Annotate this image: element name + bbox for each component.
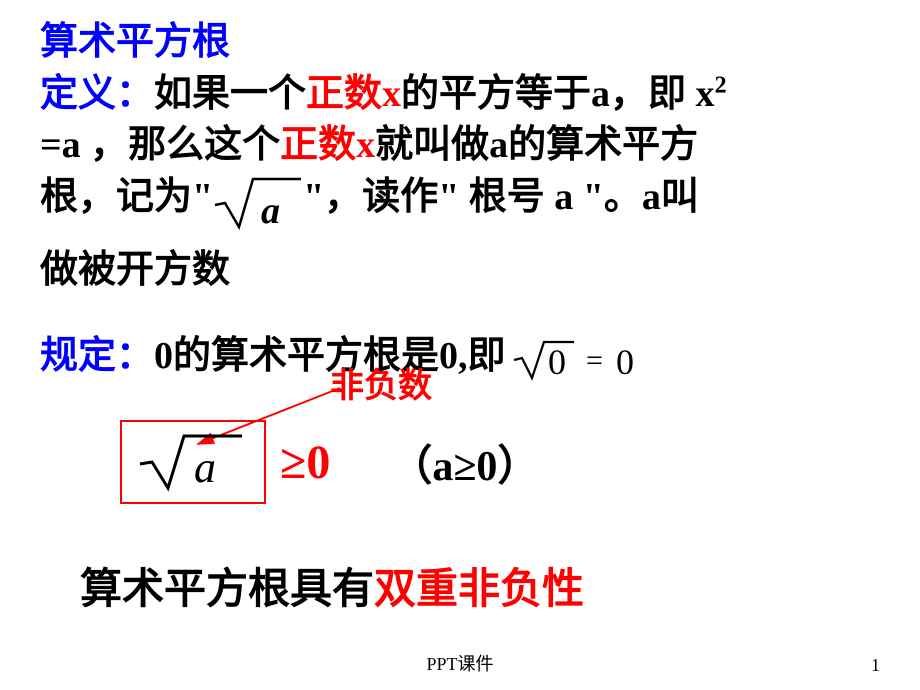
definition-paragraph: 定义：如果一个正数x的平方等于a，即 x2 =a ，那么这个正数x就叫做a的算术… bbox=[40, 69, 880, 296]
cond-open: （ bbox=[390, 444, 432, 490]
def-posx1: 正数x bbox=[306, 73, 401, 115]
rule-label: 规定： bbox=[40, 335, 154, 377]
def-seg3: =a ，那么这个 bbox=[40, 124, 280, 166]
page-number: 1 bbox=[871, 655, 880, 676]
def-seg6: "，读作" 根号 a "。a叫 bbox=[303, 176, 699, 218]
def-seg1: 如果一个 bbox=[154, 73, 306, 115]
svg-text:a: a bbox=[261, 190, 280, 231]
conclusion-emph: 双重非负性 bbox=[374, 567, 584, 613]
sqrt-a-boxed: a bbox=[120, 420, 266, 504]
svg-text:=: = bbox=[586, 344, 603, 377]
svg-text:a: a bbox=[194, 443, 216, 492]
conclusion-seg1: 算术平方根具有 bbox=[80, 567, 374, 613]
rule-paragraph: 规定：0的算术平方根是0,即 0 = 0 bbox=[40, 324, 880, 384]
def-seg7: 做被开方数 bbox=[40, 249, 230, 291]
cond-var: a≥0 bbox=[432, 444, 497, 490]
sqrt-a-inline: a bbox=[213, 175, 303, 245]
def-seg4: 就叫做a的算术平方 bbox=[375, 124, 698, 166]
def-posx2: 正数x bbox=[280, 124, 375, 166]
inequality-row: a ≥0 （a≥0） bbox=[120, 420, 539, 504]
ge-zero: ≥0 bbox=[280, 435, 330, 490]
def-seg5: 根，记为" bbox=[40, 176, 213, 218]
svg-text:0: 0 bbox=[616, 342, 634, 382]
def-exp: 2 bbox=[715, 72, 727, 98]
footer-label: PPT课件 bbox=[426, 650, 493, 676]
sqrt-zero-eq: 0 = 0 bbox=[512, 336, 662, 384]
def-seg2: 的平方等于a，即 x bbox=[401, 73, 715, 115]
definition-label: 定义： bbox=[40, 73, 154, 115]
conclusion-line: 算术平方根具有双重非负性 bbox=[80, 555, 584, 616]
annotation-nonneg: 非负数 bbox=[330, 358, 432, 407]
svg-text:0: 0 bbox=[548, 342, 566, 382]
slide-title: 算术平方根 bbox=[40, 10, 880, 65]
cond-close: ） bbox=[497, 444, 539, 490]
condition: （a≥0） bbox=[390, 432, 539, 493]
